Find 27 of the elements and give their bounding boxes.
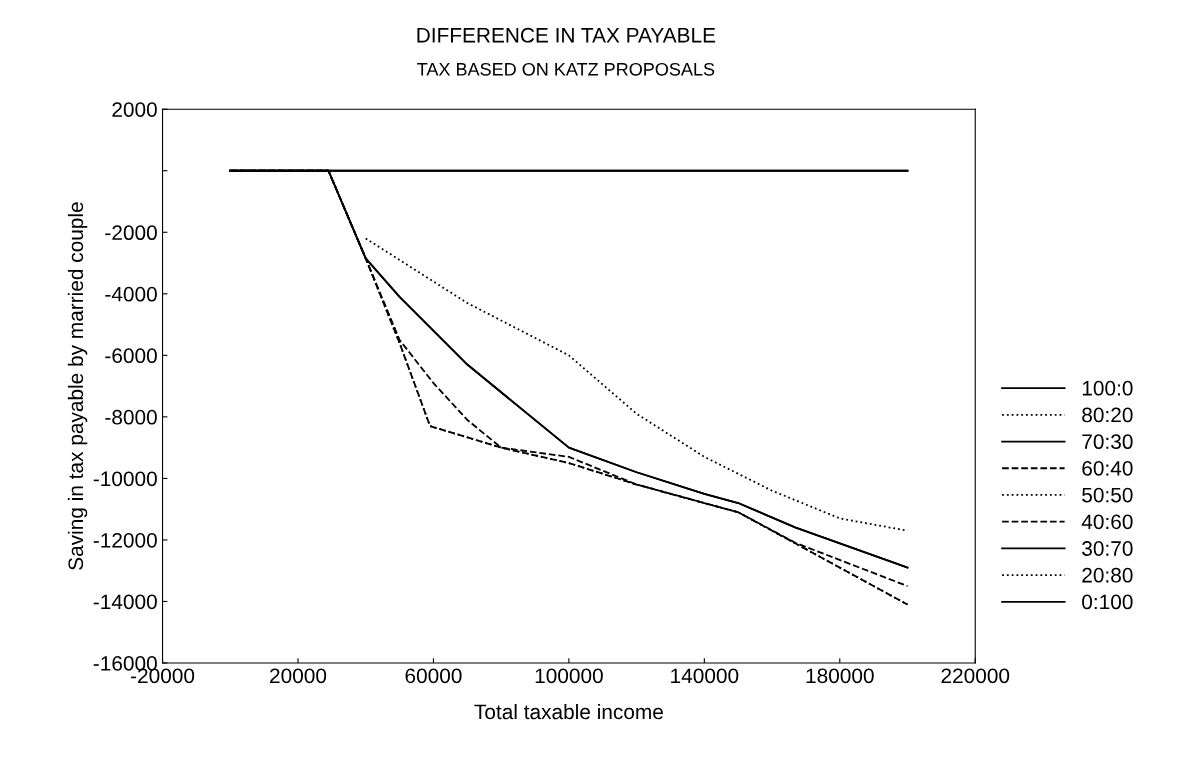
legend-label: 60:40 [1082, 460, 1133, 476]
y-tick-label: -6000 [105, 348, 157, 364]
legend-label: 40:60 [1081, 514, 1133, 530]
x-tick-label: 20000 [270, 668, 327, 684]
legend-label: 50:50 [1082, 487, 1133, 503]
legend-label: 100:0 [1082, 380, 1133, 396]
chart-title: DIFFERENCE IN TAX PAYABLE [417, 27, 716, 43]
legend-label: 30:70 [1082, 541, 1133, 556]
x-axis-title: Total taxable income [474, 703, 663, 720]
y-axis-title: Saving in tax payable by married couple [67, 202, 88, 570]
y-tick-label: 2000 [112, 102, 157, 117]
legend-label: 70:30 [1082, 434, 1133, 450]
x-tick-label: 220000 [941, 668, 1010, 684]
x-tick-label: 140000 [671, 668, 739, 684]
legend-label: 20:80 [1082, 567, 1133, 583]
y-tick-label: -10000 [93, 471, 157, 487]
x-tick-label: 100000 [535, 668, 603, 684]
y-tick-label: -2000 [105, 225, 157, 241]
y-tick-label: -4000 [105, 286, 157, 302]
x-tick-label: 180000 [806, 668, 874, 684]
legend-label: 0:100 [1082, 594, 1133, 610]
y-tick-label: -8000 [105, 409, 157, 425]
y-tick-label: -12000 [93, 532, 157, 548]
chart-subtitle: TAX BASED ON KATZ PROPOSALS [417, 62, 715, 76]
y-tick-label: -14000 [93, 594, 157, 610]
legend-label: 80:20 [1082, 407, 1133, 423]
x-tick-label: 60000 [405, 668, 462, 684]
